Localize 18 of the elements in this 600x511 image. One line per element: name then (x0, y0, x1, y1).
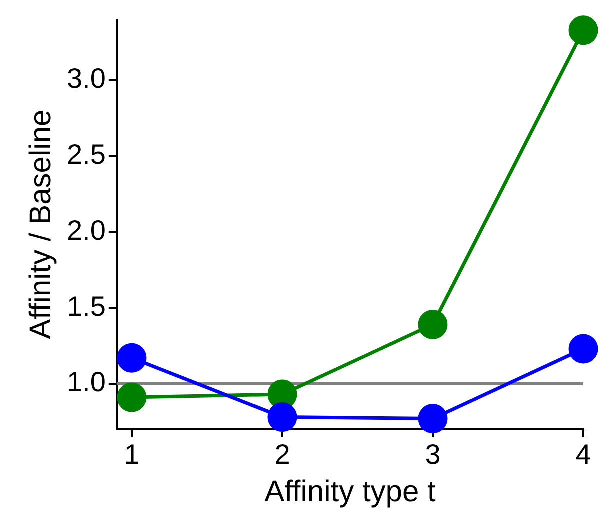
y-tick-label: 2.0 (66, 214, 106, 246)
point (568, 334, 598, 364)
x-tick-label: 3 (425, 438, 441, 470)
point (268, 402, 298, 432)
y-tick-label: 1.5 (66, 290, 106, 322)
x-tick-label: 2 (274, 438, 290, 470)
x-tick-label: 1 (124, 438, 140, 470)
y-axis-title: Affinity / Baseline (24, 110, 58, 340)
point (117, 343, 147, 373)
y-tick-label: 1.0 (66, 366, 106, 398)
x-axis-title: Affinity type t (264, 475, 436, 508)
point (568, 16, 598, 46)
y-tick-label: 2.5 (66, 139, 106, 170)
point (117, 382, 147, 412)
point (418, 404, 448, 434)
point (418, 310, 448, 340)
x-tick-label: 4 (576, 438, 592, 470)
y-tick-label: 3.0 (66, 63, 106, 94)
